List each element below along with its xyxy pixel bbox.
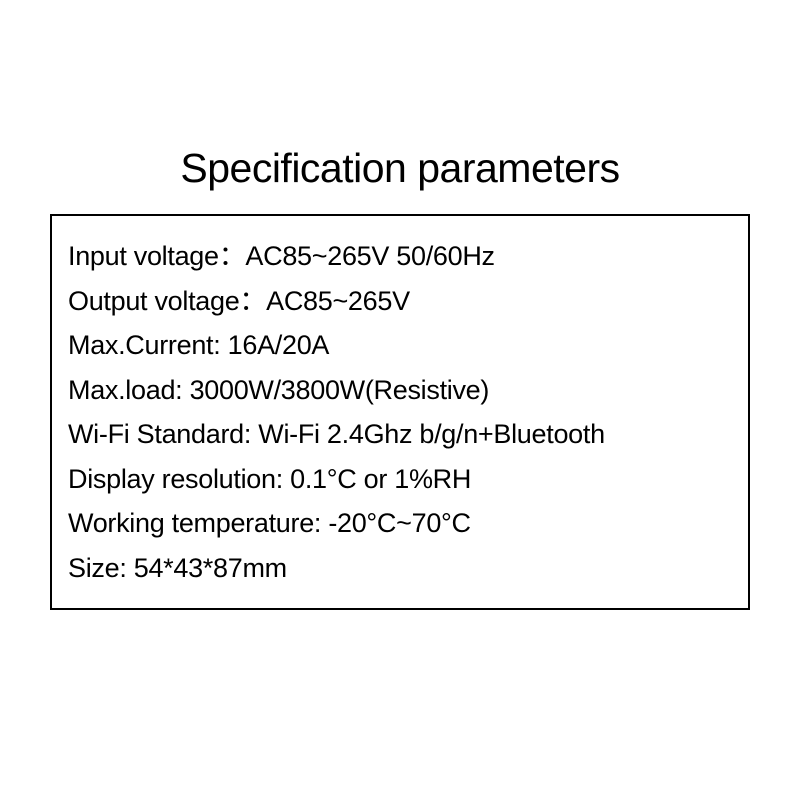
spec-row: Wi-Fi Standard: Wi-Fi 2.4Ghz b/g/n+Bluet… [68, 412, 732, 457]
spec-value: -20°C~70°C [328, 508, 470, 538]
spec-row: Max.load: 3000W/3800W(Resistive) [68, 368, 732, 413]
spec-row: Working temperature: -20°C~70°C [68, 501, 732, 546]
spec-row: Display resolution: 0.1°C or 1%RH [68, 457, 732, 502]
spec-value: AC85~265V [266, 286, 410, 316]
spec-row: Input voltage：AC85~265V 50/60Hz [68, 234, 732, 279]
specification-box: Input voltage：AC85~265V 50/60Hz Output v… [50, 214, 750, 610]
spec-value: 0.1°C or 1%RH [290, 464, 471, 494]
spec-value: 16A/20A [228, 330, 329, 360]
page-title: Specification parameters [180, 145, 619, 192]
spec-row: Size: 54*43*87mm [68, 546, 732, 591]
spec-row: Output voltage：AC85~265V [68, 279, 732, 324]
spec-label: Input voltage： [68, 241, 245, 271]
spec-value: AC85~265V 50/60Hz [245, 241, 494, 271]
spec-label: Max.Current: [68, 330, 228, 360]
spec-label: Display resolution: [68, 464, 290, 494]
spec-value: 54*43*87mm [134, 553, 287, 583]
spec-value: 3000W/3800W(Resistive) [190, 375, 490, 405]
spec-label: Working temperature: [68, 508, 328, 538]
spec-value: Wi-Fi 2.4Ghz b/g/n+Bluetooth [258, 419, 605, 449]
spec-row: Max.Current: 16A/20A [68, 323, 732, 368]
spec-label: Wi-Fi Standard: [68, 419, 258, 449]
spec-label: Size: [68, 553, 134, 583]
spec-label: Output voltage： [68, 286, 266, 316]
spec-label: Max.load: [68, 375, 190, 405]
